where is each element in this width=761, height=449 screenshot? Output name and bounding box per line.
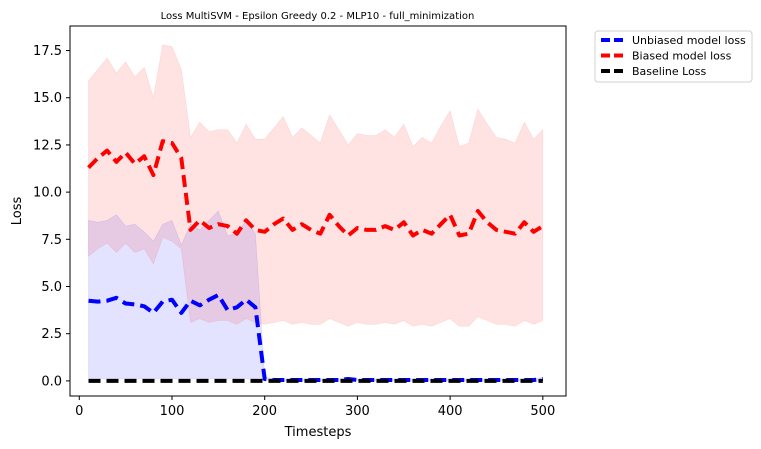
series-lines: [87, 139, 544, 383]
x-tick-label: 0: [75, 404, 83, 419]
y-axis-label: Loss: [10, 197, 25, 226]
legend-box: [594, 30, 753, 83]
y-tick-label: 7.5: [41, 233, 62, 248]
y-tick-label: 0.0: [41, 374, 62, 389]
y-tick-label: 10.0: [33, 186, 62, 201]
y-axis: 0.0 2.5 5.0 7.5 10.0 12.5 15.0 17.5: [33, 44, 70, 389]
confidence-bands: [88, 44, 544, 382]
y-tick-label: 17.5: [33, 44, 62, 59]
x-axis: 0 100 200 300 400 500: [75, 396, 555, 419]
y-tick-label: 2.5: [41, 327, 62, 342]
y-tick-label: 5.0: [41, 280, 62, 295]
plot-frame: [69, 25, 567, 397]
y-tick-label: 12.5: [33, 138, 62, 153]
x-tick-label: 500: [530, 404, 555, 419]
x-axis-label: Timesteps: [284, 425, 352, 440]
x-tick-label: 100: [160, 404, 185, 419]
band-series-1: [88, 44, 544, 327]
x-tick-label: 200: [252, 404, 277, 419]
legend-label-2: Baseline Loss: [632, 65, 707, 78]
legend: Unbiased model loss Biased model loss Base…: [594, 30, 753, 83]
legend-label-1: Biased model loss: [632, 50, 732, 63]
x-tick-label: 300: [345, 404, 370, 419]
x-tick-label: 400: [438, 404, 463, 419]
legend-label-0: Unbiased model loss: [632, 34, 746, 47]
chart-title: Loss MultiSVM - Epsilon Greedy 0.2 - MLP…: [161, 11, 475, 22]
y-tick-label: 15.0: [33, 91, 62, 106]
line-series-1: [87, 139, 544, 238]
